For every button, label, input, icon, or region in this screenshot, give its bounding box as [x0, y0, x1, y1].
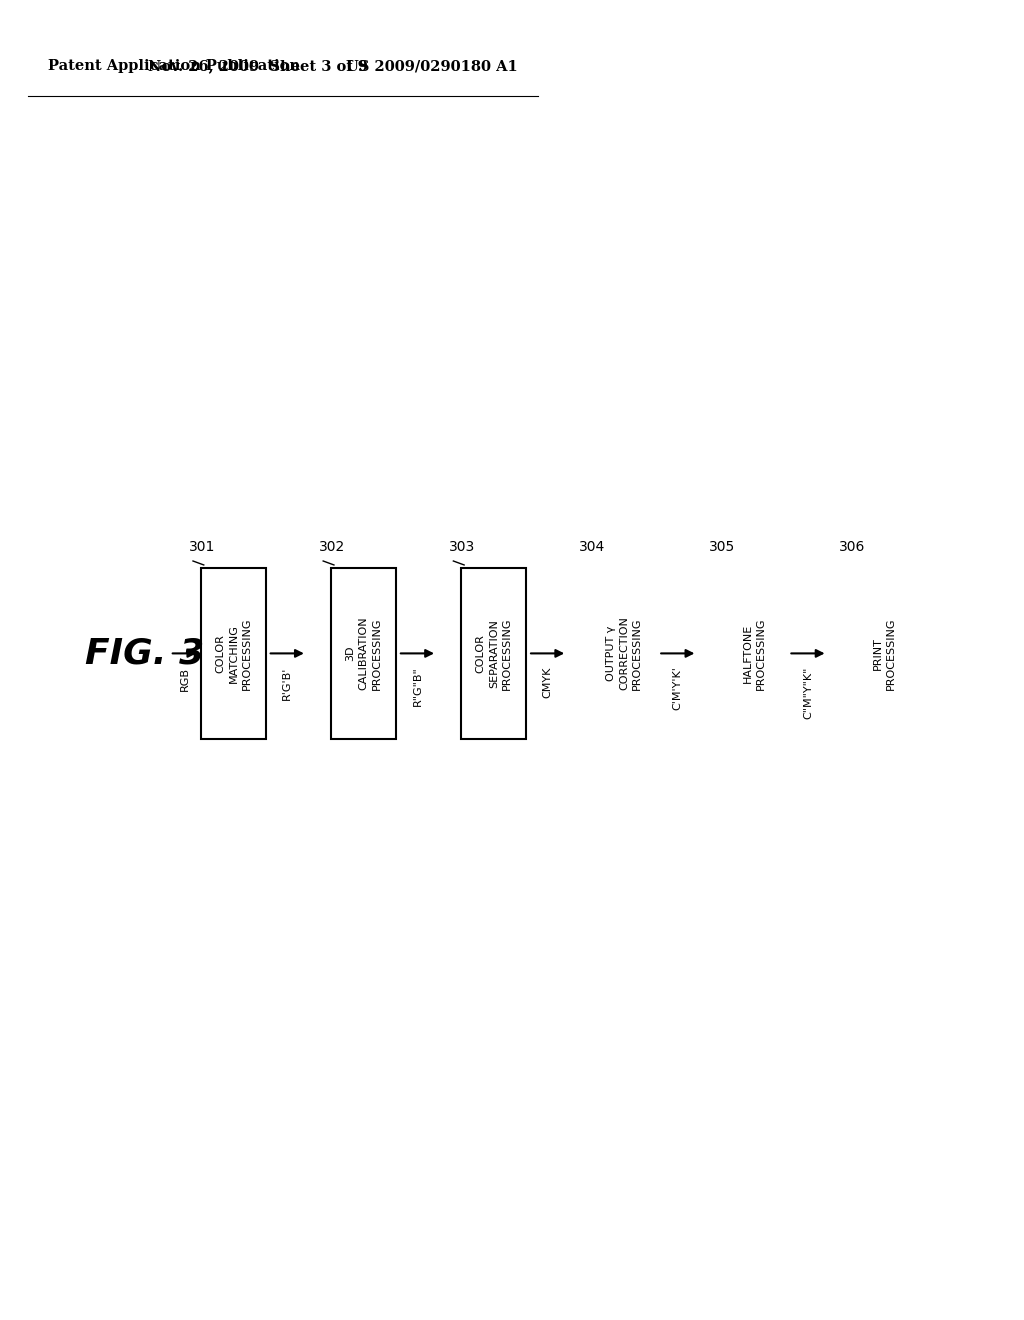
- Text: 302: 302: [318, 540, 345, 554]
- Text: Patent Application Publication: Patent Application Publication: [48, 59, 300, 74]
- FancyBboxPatch shape: [461, 568, 526, 739]
- Text: CMYK: CMYK: [543, 667, 553, 698]
- Text: 301: 301: [188, 540, 215, 554]
- Text: COLOR
SEPARATION
PROCESSING: COLOR SEPARATION PROCESSING: [475, 618, 512, 689]
- Text: RGB: RGB: [179, 667, 189, 690]
- Text: 3D
CALIBRATION
PROCESSING: 3D CALIBRATION PROCESSING: [345, 616, 382, 690]
- Text: 303: 303: [449, 540, 475, 554]
- Text: R"G"B": R"G"B": [413, 667, 423, 706]
- Text: FIG. 3: FIG. 3: [85, 636, 204, 671]
- Text: HALFTONE
PROCESSING: HALFTONE PROCESSING: [742, 618, 766, 689]
- Text: PRINT
PROCESSING: PRINT PROCESSING: [872, 618, 896, 689]
- Text: R'G'B': R'G'B': [283, 667, 292, 700]
- Text: 304: 304: [579, 540, 605, 554]
- FancyBboxPatch shape: [331, 568, 396, 739]
- Text: Nov. 26, 2009  Sheet 3 of 9: Nov. 26, 2009 Sheet 3 of 9: [147, 59, 368, 74]
- Text: 306: 306: [840, 540, 865, 554]
- FancyBboxPatch shape: [592, 568, 656, 739]
- Text: 305: 305: [710, 540, 735, 554]
- Text: OUTPUT γ
CORRECTION
PROCESSING: OUTPUT γ CORRECTION PROCESSING: [606, 616, 642, 690]
- Text: C"M"Y"K": C"M"Y"K": [803, 667, 813, 719]
- FancyBboxPatch shape: [852, 568, 916, 739]
- FancyBboxPatch shape: [201, 568, 266, 739]
- FancyBboxPatch shape: [722, 568, 786, 739]
- Text: COLOR
MATCHING
PROCESSING: COLOR MATCHING PROCESSING: [215, 618, 252, 689]
- Text: US 2009/0290180 A1: US 2009/0290180 A1: [346, 59, 518, 74]
- Text: C'M'Y'K': C'M'Y'K': [673, 667, 683, 710]
